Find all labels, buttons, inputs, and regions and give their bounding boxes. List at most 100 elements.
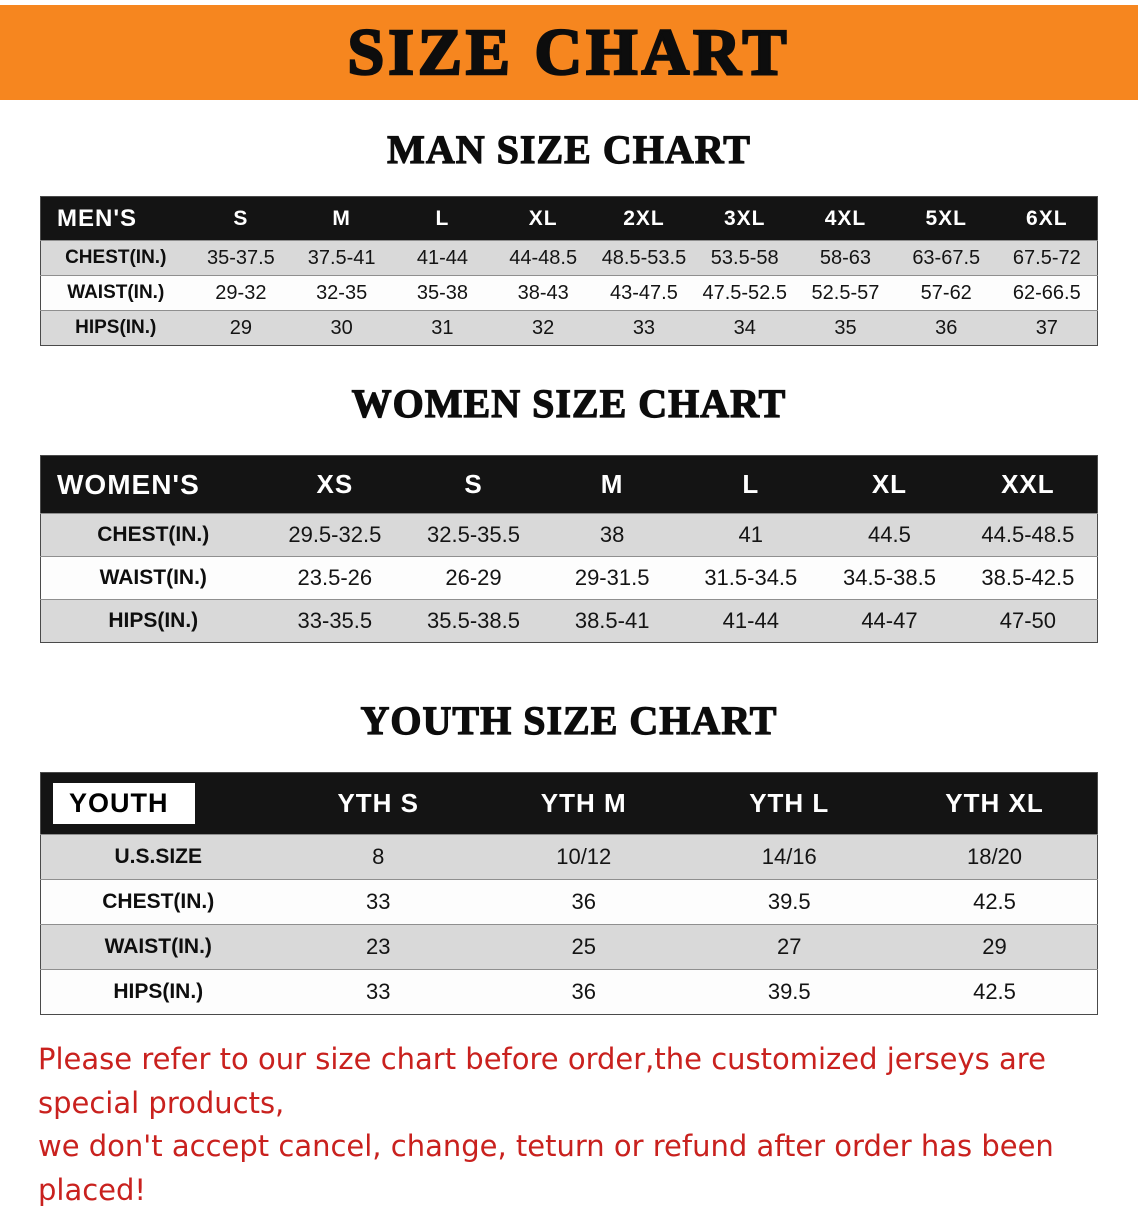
- header-label: 3XL: [723, 206, 766, 230]
- table-row: U.S.SIZE 8 10/12 14/16 18/20: [40, 834, 1098, 880]
- size-header-cell: 6XL: [997, 197, 1098, 241]
- size-value-cell: 27: [777, 934, 802, 959]
- size-value-cell: 35-38: [416, 281, 468, 304]
- size-value-cell: 41: [738, 522, 764, 547]
- size-value-cell: 32: [532, 316, 555, 339]
- size-value-cell: 29: [229, 316, 252, 339]
- size-value-cell: 35-37.5: [206, 246, 275, 269]
- size-value-cell: 38-43: [517, 281, 569, 304]
- size-value-cell: 42.5: [973, 889, 1016, 914]
- size-value-cell: 29.5-32.5: [288, 522, 382, 547]
- header-label: MEN'S: [57, 204, 138, 232]
- table-row: HIPS(IN.) 33-35.5 35.5-38.5 38.5-41 41-44 44-…: [40, 599, 1098, 643]
- header-label: YTH S: [337, 788, 420, 818]
- table-row: CHEST(IN.) 33 36 39.5 42.5: [40, 879, 1098, 925]
- header-row: WOMEN'S XS S M L XL XXL: [40, 455, 1098, 514]
- size-header-cell: XS: [266, 456, 405, 514]
- size-value-cell: 34.5-38.5: [842, 565, 936, 590]
- youth-size-table: YOUTH YTH S YTH M YTH L YTH XL U.S.SIZE 8 10/12…: [40, 772, 1098, 1015]
- header-row: YOUTH YTH S YTH M YTH L YTH XL: [40, 772, 1098, 835]
- size-header-cell: 3XL: [694, 197, 795, 241]
- size-value-cell: 44-47: [861, 608, 918, 633]
- header-label: YTH M: [540, 788, 627, 818]
- size-value-cell: 39.5: [767, 979, 811, 1004]
- size-value-cell: 62-66.5: [1012, 281, 1081, 304]
- table-row: CHEST(IN.) 35-37.5 37.5-41 41-44 44-48.5 48.5…: [40, 240, 1098, 276]
- size-header-cell: L: [681, 456, 820, 514]
- size-value-cell: 23.5-26: [297, 565, 373, 590]
- size-value-cell: 26-29: [445, 565, 502, 590]
- header-label: M: [332, 206, 351, 230]
- header-label: XS: [316, 469, 354, 499]
- table-row: WAIST(IN.) 29-32 32-35 35-38 38-43 43-47.5 47.…: [40, 275, 1098, 311]
- size-value-cell: 38.5-41: [574, 608, 650, 633]
- header-label: S: [464, 469, 483, 499]
- measurement-label: CHEST(IN.): [65, 247, 167, 268]
- size-value-cell: 47-50: [999, 608, 1057, 633]
- measurement-label: WAIST(IN.): [67, 282, 165, 303]
- size-value-cell: 29-32: [215, 281, 267, 304]
- size-value-cell: 53.5-58: [710, 246, 779, 269]
- measurement-label: HIPS(IN.): [75, 317, 157, 338]
- size-header-cell: YTH XL: [892, 773, 1098, 835]
- size-value-cell: 23: [366, 934, 391, 959]
- header-label: S: [233, 206, 249, 230]
- size-value-cell: 33: [366, 979, 391, 1004]
- size-value-cell: 33: [366, 889, 391, 914]
- header-label: WOMEN'S: [57, 468, 200, 500]
- order-notice: Please refer to our size chart before or…: [38, 1038, 1108, 1212]
- banner: SIZE CHART: [0, 5, 1138, 100]
- size-value-cell: 37: [1035, 316, 1058, 339]
- size-value-cell: 32-35: [316, 281, 368, 304]
- table-title-cell: YOUTH: [41, 773, 276, 835]
- size-value-cell: 44.5: [868, 522, 911, 547]
- size-value-cell: 58-63: [819, 246, 872, 269]
- table-row: CHEST(IN.) 29.5-32.5 32.5-35.5 38 41 44.5 44.5…: [40, 513, 1098, 557]
- size-header-cell: XXL: [959, 456, 1098, 514]
- size-value-cell: 14/16: [761, 844, 817, 869]
- size-value-cell: 48.5-53.5: [601, 246, 687, 269]
- size-header-cell: XL: [820, 456, 959, 514]
- measurement-label: HIPS(IN.): [108, 609, 199, 632]
- header-label: XXL: [1001, 469, 1055, 499]
- size-header-cell: YTH L: [687, 773, 893, 835]
- size-value-cell: 63-67.5: [912, 246, 981, 269]
- size-value-cell: 67.5-72: [1012, 246, 1081, 269]
- men-size-table: MEN'S S M L XL 2XL 3XL 4XL 5XL 6XL CHEST(IN.) 35-37…: [40, 196, 1098, 346]
- table-title-cell: MEN'S: [41, 197, 191, 241]
- table-row: HIPS(IN.) 33 36 39.5 42.5: [40, 969, 1098, 1015]
- size-value-cell: 33: [632, 316, 656, 339]
- size-value-cell: 38.5-42.5: [981, 565, 1075, 590]
- size-value-cell: 43-47.5: [610, 281, 678, 304]
- size-value-cell: 36: [571, 889, 596, 914]
- header-label: L: [435, 206, 450, 230]
- size-value-cell: 34: [733, 316, 756, 339]
- size-header-cell: S: [404, 456, 543, 514]
- header-label: YTH L: [749, 788, 830, 818]
- table-row: WAIST(IN.) 23.5-26 26-29 29-31.5 31.5-34.5 34…: [40, 556, 1098, 600]
- header-label: YOUTH: [53, 783, 195, 824]
- size-value-cell: 44-48.5: [509, 246, 578, 269]
- size-header-cell: L: [392, 197, 493, 241]
- size-value-cell: 32.5-35.5: [427, 522, 520, 547]
- size-header-cell: 4XL: [795, 197, 896, 241]
- header-label: 4XL: [824, 206, 867, 230]
- size-value-cell: 25: [571, 934, 596, 959]
- header-label: L: [742, 469, 760, 499]
- size-value-cell: 36: [571, 979, 596, 1004]
- size-value-cell: 41-44: [416, 246, 468, 269]
- size-chart-page: SIZE CHART MAN SIZE CHART MEN'S S M L XL 2XL 3…: [0, 5, 1138, 1207]
- size-value-cell: 57-62: [920, 281, 972, 304]
- measurement-label: HIPS(IN.): [113, 980, 204, 1003]
- size-header-cell: YTH M: [481, 773, 687, 835]
- women-size-chart-heading: WOMEN SIZE CHART: [351, 380, 787, 426]
- size-value-cell: 37.5-41: [307, 246, 376, 269]
- header-row: MEN'S S M L XL 2XL 3XL 4XL 5XL 6XL: [40, 196, 1098, 241]
- table-title-cell: WOMEN'S: [41, 456, 266, 514]
- size-value-cell: 39.5: [767, 889, 811, 914]
- size-header-cell: M: [291, 197, 392, 241]
- size-header-cell: YTH S: [276, 773, 482, 835]
- size-value-cell: 38: [599, 522, 625, 547]
- size-value-cell: 31.5-34.5: [704, 565, 798, 590]
- header-label: M: [600, 469, 624, 499]
